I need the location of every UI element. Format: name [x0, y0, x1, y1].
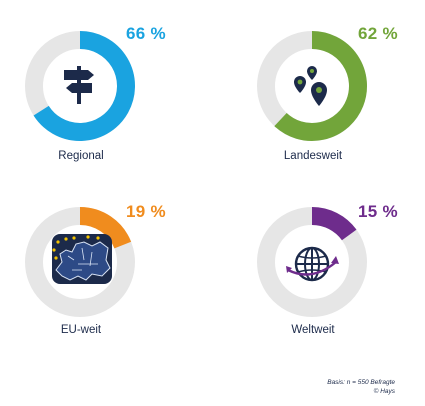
chart-panel-regional: 66 % Regional: [0, 0, 212, 180]
percent-label-landesweit: 62 %: [358, 24, 398, 43]
donut-value-arc: [33, 31, 135, 141]
donut-chart-landesweit: [257, 31, 367, 141]
category-label-weltweit: Weltweit: [291, 324, 335, 336]
donut-value-arc: [311, 207, 357, 241]
percent-label-weltweit: 15 %: [358, 202, 398, 221]
europe-map-icon: [52, 234, 112, 284]
category-label-landesweit: Landesweit: [283, 150, 343, 162]
globe-icon: [286, 246, 339, 282]
donut-chart-regional: [25, 31, 135, 141]
signpost-icon: [64, 66, 94, 104]
chart-panel-weltweit: 15 % Weltweit: [232, 176, 425, 356]
copyright-note: © Hays: [373, 388, 395, 395]
basis-note: Basis: n = 550 Befragte: [327, 379, 395, 386]
donut-value-arc: [79, 207, 132, 249]
donut-value-arc: [274, 31, 367, 141]
footer-note: Basis: n = 550 Befragte © Hays: [327, 378, 395, 396]
donut-chart-weltweit: [257, 207, 367, 317]
map-pins-icon: [294, 66, 327, 106]
donut-chart-eu-weit: [25, 207, 135, 317]
percent-label-regional: 66 %: [126, 24, 166, 43]
chart-panel-eu-weit: 19 % EU-weit: [0, 176, 212, 356]
percent-label-eu-weit: 19 %: [126, 202, 166, 221]
chart-panel-landesweit: 62 % Landesweit: [232, 0, 425, 180]
category-label-eu-weit: EU-weit: [60, 324, 102, 336]
category-label-regional: Regional: [58, 150, 104, 162]
